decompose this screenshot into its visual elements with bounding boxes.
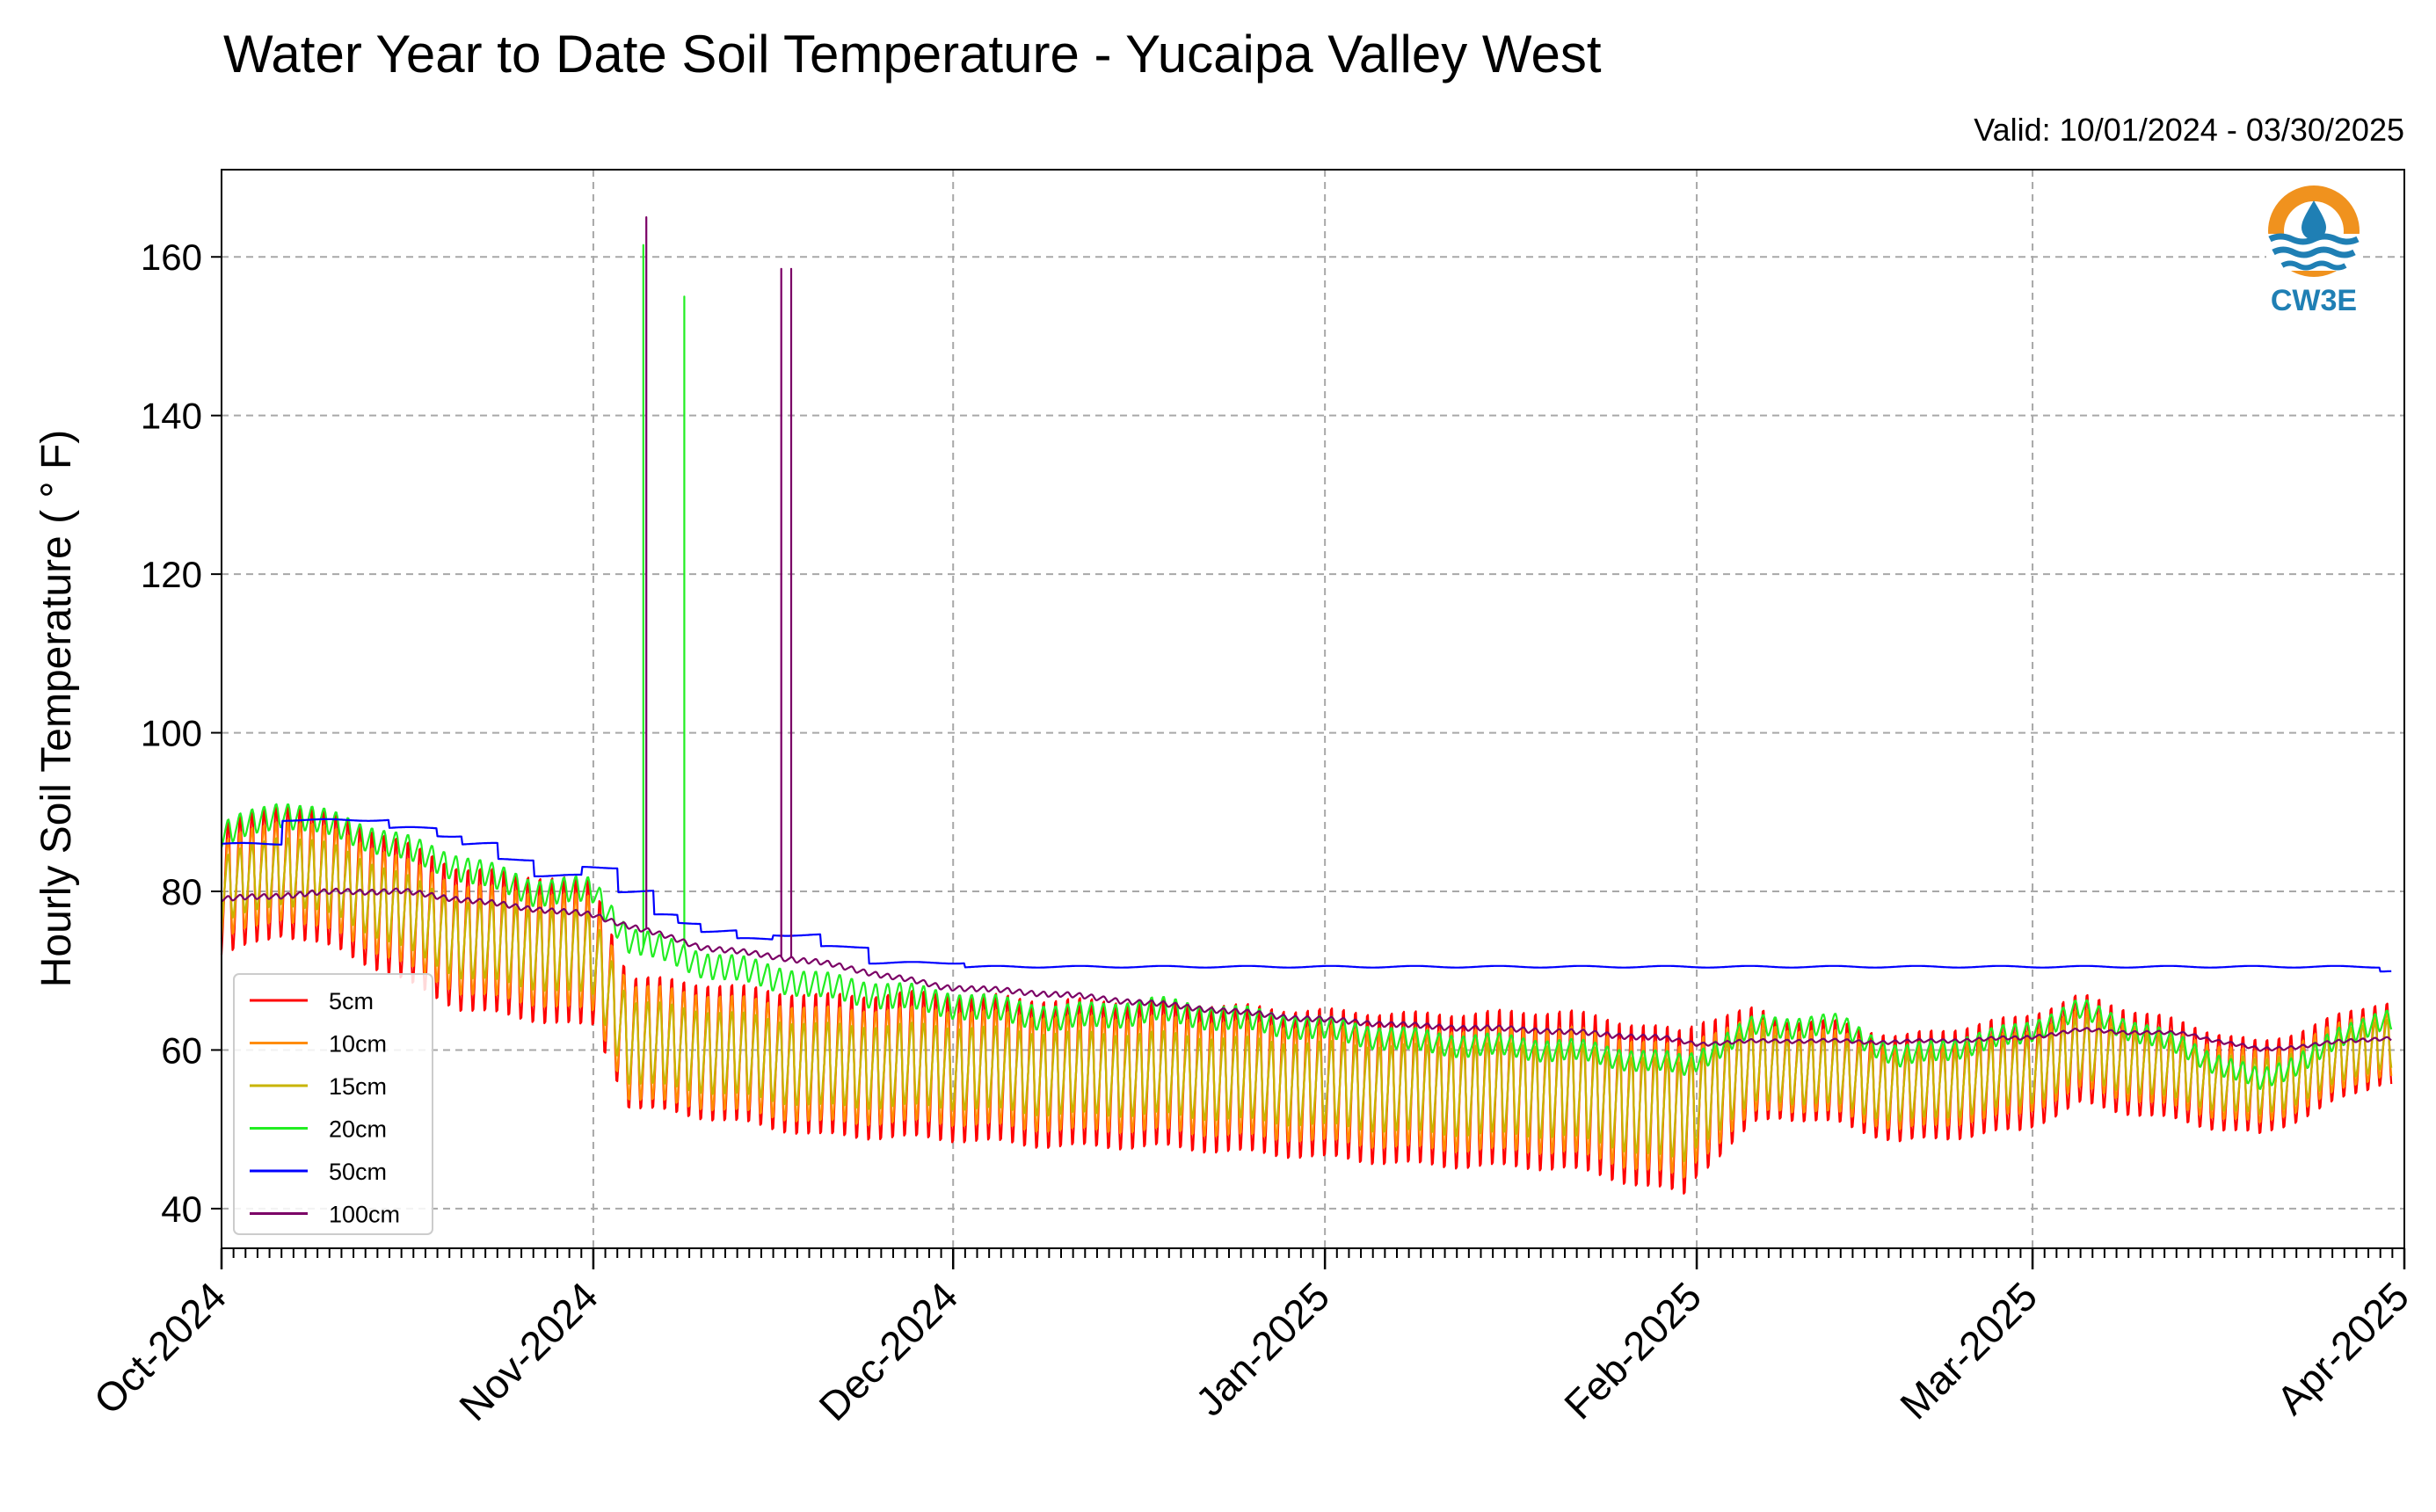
y-axis-label: Hourly Soil Temperature ( ° F)	[33, 430, 80, 988]
y-tick-label: 100	[141, 713, 202, 754]
legend-box	[233, 973, 433, 1235]
y-tick-label: 80	[161, 871, 202, 912]
legend-label-100cm: 100cm	[329, 1202, 400, 1228]
legend-label-5cm: 5cm	[329, 988, 374, 1014]
chart-subtitle: Valid: 10/01/2024 - 03/30/2025	[1974, 112, 2404, 148]
series-20cm	[220, 244, 2393, 1090]
logo-wave-3	[2280, 260, 2347, 271]
series-15cm	[220, 837, 2393, 1163]
legend-label-10cm: 10cm	[329, 1031, 387, 1058]
legend-label-50cm: 50cm	[329, 1159, 387, 1185]
y-tick-label: 40	[161, 1189, 202, 1230]
y-tick-label: 140	[141, 396, 202, 437]
legend-label-15cm: 15cm	[329, 1073, 387, 1100]
chart-title: Water Year to Date Soil Temperature - Yu…	[223, 25, 1602, 84]
y-tick-label: 160	[141, 236, 202, 278]
cw3e-logo: CW3E	[2266, 185, 2361, 317]
series-50cm	[221, 818, 2392, 973]
plot-area	[220, 216, 2393, 1195]
logo-droplet-icon	[2301, 200, 2326, 240]
series-100cm	[221, 216, 2392, 1052]
y-tick-label: 120	[141, 554, 202, 595]
legend: 5cm 10cm 15cm 20cm 50cm 100cm	[233, 973, 433, 1235]
legend-label-20cm: 20cm	[329, 1116, 387, 1143]
logo-text: CW3E	[2271, 284, 2357, 317]
y-tick-label: 60	[161, 1029, 202, 1071]
logo-wave-2	[2272, 246, 2356, 258]
